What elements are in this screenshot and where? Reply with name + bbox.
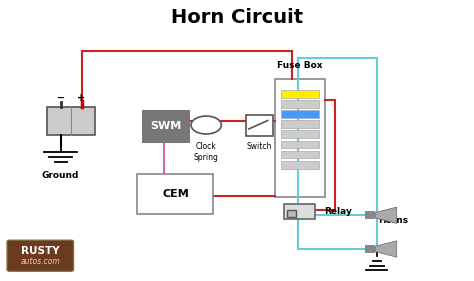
Bar [142,110,190,143]
Text: autos.com: autos.com [20,257,60,266]
Text: Fuse Box: Fuse Box [277,61,322,70]
Text: CEM: CEM [162,189,189,199]
FancyBboxPatch shape [7,240,73,271]
Bar [47,107,95,135]
Bar [281,151,319,158]
Bar [287,210,296,217]
Text: Ground: Ground [42,171,79,180]
Bar [281,120,319,128]
Text: +: + [77,93,86,103]
Text: RUSTY: RUSTY [21,246,60,256]
Text: Switch: Switch [247,142,272,151]
Polygon shape [375,241,397,257]
Bar [281,161,319,169]
Text: −: − [56,93,65,103]
Bar [275,79,325,197]
Bar [365,211,375,219]
Bar [284,204,315,219]
Bar [281,130,319,138]
Bar [365,245,375,253]
Bar [281,90,319,98]
Polygon shape [375,207,397,223]
Bar [246,115,273,136]
Text: SWM: SWM [150,121,182,132]
Bar [281,140,319,148]
Bar [281,110,319,118]
Bar [137,174,213,214]
Bar [281,100,319,108]
Text: Horns: Horns [378,216,408,225]
Text: Relay: Relay [324,207,352,216]
Circle shape [191,116,221,134]
Text: Clock
Spring: Clock Spring [194,142,219,162]
Text: Horn Circuit: Horn Circuit [171,8,303,28]
